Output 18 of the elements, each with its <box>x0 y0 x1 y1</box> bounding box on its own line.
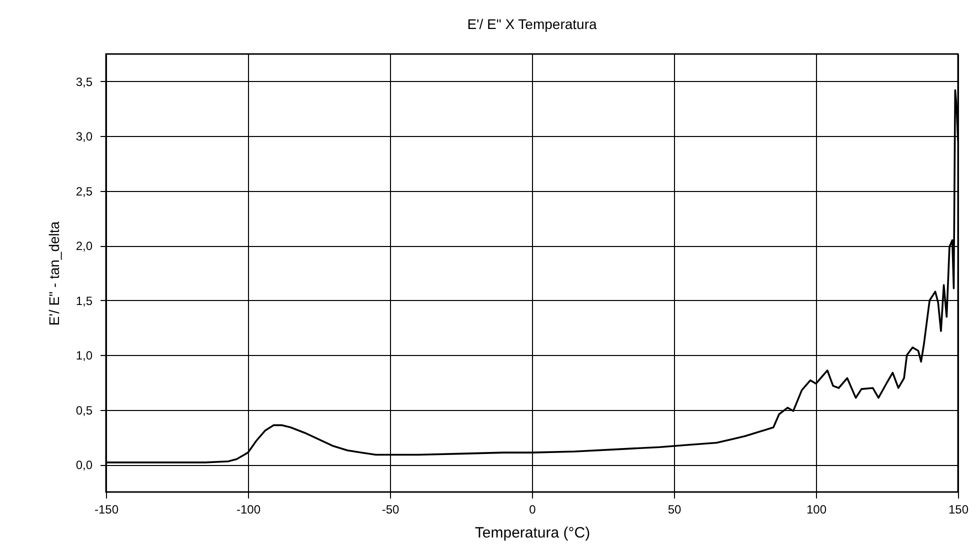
y-axis-title: E'/ E" - tan_delta <box>46 221 62 326</box>
y-tick-label: 0,0 <box>76 458 93 472</box>
x-tick-label: -100 <box>236 502 261 516</box>
y-tick-label: 3,5 <box>76 74 93 89</box>
x-tick-label: 50 <box>668 502 682 516</box>
y-tick-label: 2,5 <box>76 184 93 198</box>
x-tick-label: 100 <box>806 502 827 516</box>
x-tick-label: -50 <box>382 502 400 516</box>
x-tick-label: 0 <box>529 502 536 516</box>
y-tick-label: 2,0 <box>76 239 93 254</box>
x-axis-title: Temperatura (°C) <box>474 524 590 542</box>
chart-title: E'/ E" X Temperatura <box>467 16 597 32</box>
y-tick-label: 3,0 <box>76 130 93 144</box>
x-tick-label: 150 <box>948 502 969 516</box>
y-tick-label: 1,5 <box>76 294 93 308</box>
x-tick-label: -150 <box>94 502 119 516</box>
y-tick-label: 1,0 <box>76 348 93 363</box>
y-tick-label: 0,5 <box>76 403 93 418</box>
